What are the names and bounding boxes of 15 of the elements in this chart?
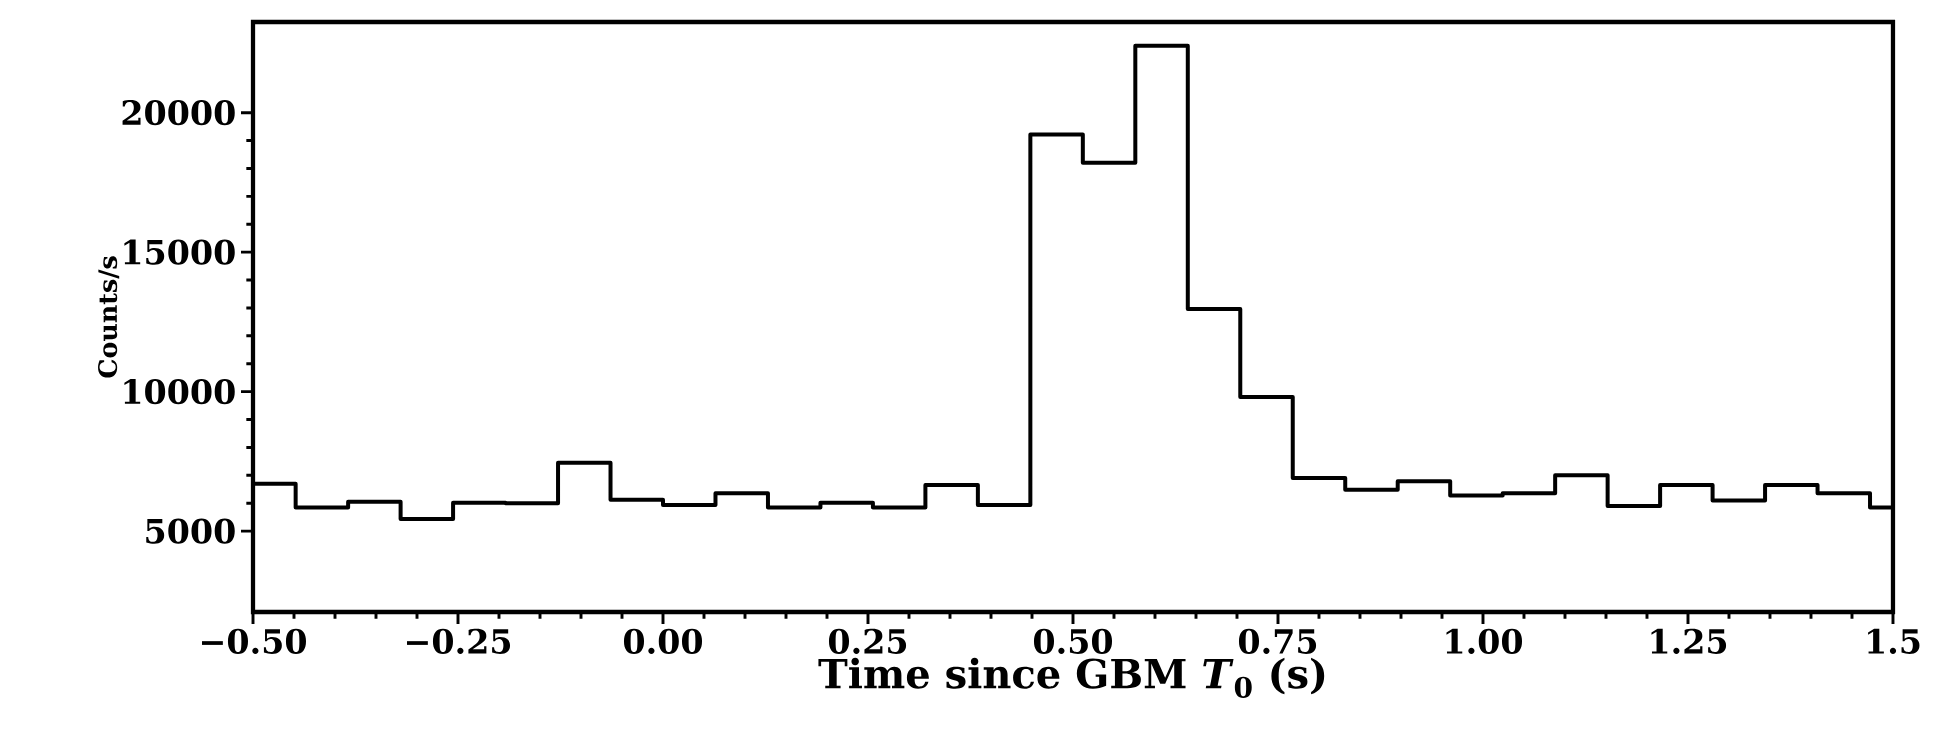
x-tick-label: −0.50 <box>201 628 306 654</box>
x-tick-label: 0.50 <box>1033 628 1113 654</box>
y-tick-label: 20000 <box>122 100 235 126</box>
y-axis-title: Counts/s <box>98 256 120 378</box>
x-tick-label: 1.00 <box>1446 628 1523 654</box>
x-tick-label: −0.25 <box>406 628 511 654</box>
y-tick-label: 5000 <box>146 518 235 544</box>
y-tick-label: 10000 <box>124 379 235 405</box>
x-tick-label: 1.25 <box>1651 628 1727 654</box>
x-tick-label: 0.75 <box>1238 628 1317 654</box>
x-tick-label: 0.00 <box>623 628 703 654</box>
y-tick-label: 15000 <box>124 239 235 265</box>
x-axis-title: Time since GBM T$_{0}$ (s) <box>818 657 1325 698</box>
x-tick-label: 1.5 <box>1868 628 1920 654</box>
x-tick-label: 0.25 <box>828 628 907 654</box>
